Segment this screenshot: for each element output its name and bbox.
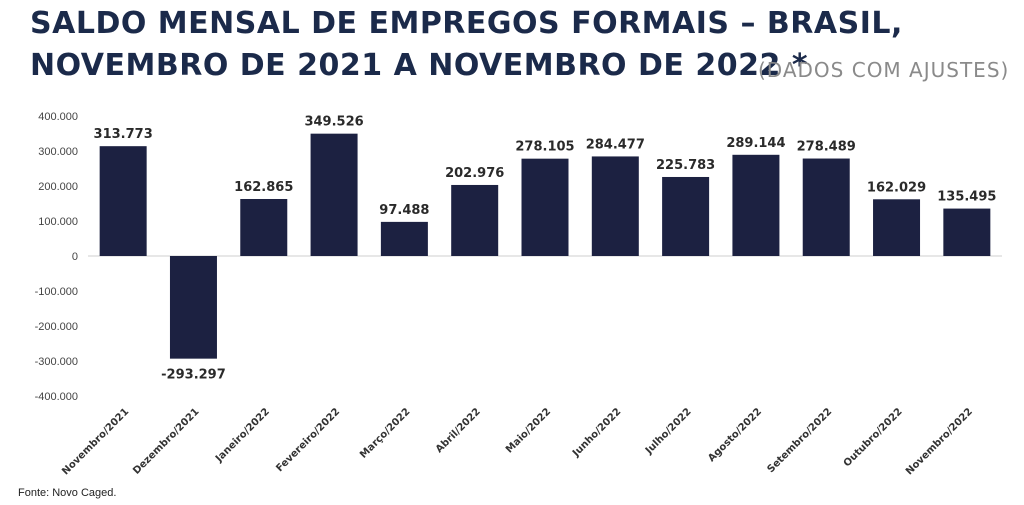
- x-tick-label: Agosto/2022: [706, 406, 764, 464]
- bar: [310, 133, 358, 256]
- bar: [662, 176, 710, 256]
- chart-title-line-2: NOVEMBRO DE 2021 A NOVEMBRO DE 2022 *: [30, 48, 808, 83]
- x-tick-label: Março/2022: [358, 406, 412, 460]
- x-tick-label: Julho/2022: [643, 406, 694, 457]
- chart-title-line-2-text: NOVEMBRO DE 2021 A NOVEMBRO DE 2022: [30, 48, 781, 83]
- x-tick-label: Janeiro/2022: [213, 406, 272, 465]
- data-label: 313.773: [94, 127, 153, 142]
- chart-subtitle-note: (DADOS COM AJUSTES): [758, 58, 1010, 82]
- x-tick-label: Maio/2022: [504, 406, 553, 455]
- y-tick-label: 100.000: [38, 216, 78, 228]
- y-tick-label: 200.000: [38, 181, 78, 193]
- x-tick-label: Outubro/2022: [842, 406, 905, 469]
- title-asterisk: *: [791, 48, 809, 83]
- y-tick-label: 300.000: [38, 146, 78, 158]
- data-label: 349.526: [304, 115, 363, 130]
- source-note: Fonte: Novo Caged.: [18, 487, 117, 499]
- data-label: 162.865: [234, 180, 293, 195]
- bar: [380, 221, 428, 256]
- chart-title-line-1: SALDO MENSAL DE EMPREGOS FORMAIS – BRASI…: [30, 6, 903, 41]
- data-label: 278.489: [797, 140, 856, 155]
- data-label: 162.029: [867, 180, 926, 195]
- y-tick-label: -100.000: [35, 286, 78, 298]
- bar: [591, 156, 639, 256]
- bar: [451, 184, 499, 256]
- bar-chart: 400.000 300.000 200.000 100.000 0 -100.000 -20…: [35, 111, 1002, 477]
- y-tick-label: 0: [72, 251, 78, 263]
- y-tick-label: -300.000: [35, 356, 78, 368]
- data-label: 202.976: [445, 166, 504, 181]
- x-tick-label: Setembro/2022: [765, 406, 834, 475]
- bar: [873, 199, 921, 256]
- x-tick-label: Fevereiro/2022: [274, 406, 342, 474]
- x-tick-label: Abril/2022: [434, 406, 483, 455]
- y-tick-label: 400.000: [38, 111, 78, 123]
- y-tick-label: -200.000: [35, 321, 78, 333]
- data-label: 289.144: [726, 136, 785, 151]
- data-label: -293.297: [161, 368, 226, 383]
- bar: [802, 158, 850, 256]
- data-label: 284.477: [586, 137, 645, 152]
- data-label: 225.783: [656, 158, 715, 173]
- x-tick-label: Novembro/2022: [904, 406, 975, 477]
- x-tick-label: Dezembro/2021: [131, 406, 201, 476]
- data-label: 278.105: [515, 140, 574, 155]
- data-label: 135.495: [937, 190, 996, 205]
- data-label: 97.488: [379, 203, 429, 218]
- y-tick-label: -400.000: [35, 391, 78, 403]
- bar: [732, 154, 780, 256]
- bar: [169, 256, 217, 359]
- bar: [99, 146, 147, 256]
- bar: [240, 198, 288, 256]
- bar: [943, 208, 991, 256]
- x-tick-label: Novembro/2021: [60, 406, 131, 477]
- bar: [521, 158, 569, 256]
- x-tick-label: Junho/2022: [570, 406, 623, 459]
